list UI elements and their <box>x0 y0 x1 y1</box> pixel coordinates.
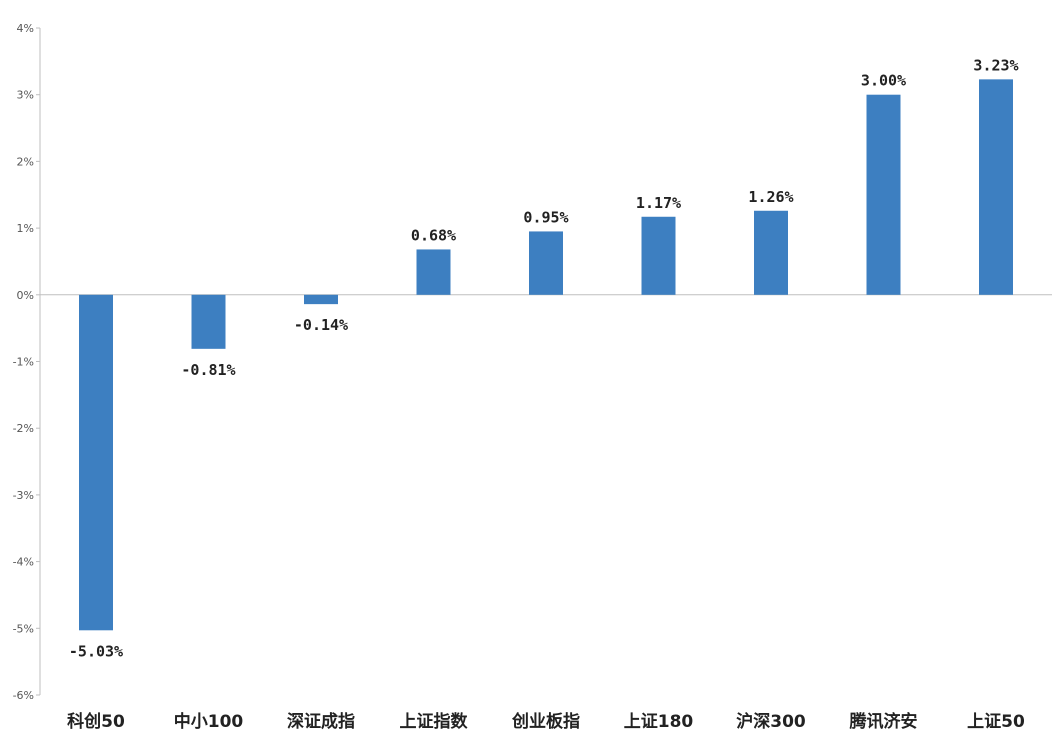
bar <box>754 210 788 295</box>
x-category-label: 创业板指 <box>511 711 580 732</box>
y-tick-label: -1% <box>13 356 34 369</box>
bar <box>641 216 676 295</box>
x-category-label: 上证180 <box>624 712 694 732</box>
category-labels: 科创50 中小100 深证成指 上证指数 创业板指 上证180 沪深300 腾讯济安 上证50 <box>67 711 1025 732</box>
x-category-label: 科创50 <box>67 711 125 732</box>
data-label: 1.26% <box>748 188 793 206</box>
bar <box>979 79 1013 295</box>
bar <box>304 294 338 305</box>
x-category-label: 深证成指 <box>287 711 355 732</box>
x-category-label: 沪深300 <box>736 711 806 732</box>
y-tick-label: 2% <box>17 155 34 168</box>
data-label: 3.23% <box>973 56 1018 74</box>
bar <box>866 94 901 295</box>
data-label: -0.14% <box>294 316 348 334</box>
y-tick-label: -5% <box>13 622 34 635</box>
y-tick-label: 1% <box>17 222 34 235</box>
x-category-label: 腾讯济安 <box>850 711 918 732</box>
x-category-label: 中小100 <box>174 711 244 732</box>
data-label: 0.95% <box>523 208 568 226</box>
data-labels: -5.03% -0.81% -0.14% 0.68% 0.95% 1.17% 1.26% 3.… <box>69 56 1019 660</box>
bar <box>191 294 226 349</box>
data-label: 1.17% <box>636 194 681 212</box>
y-tick-label: -3% <box>13 489 34 502</box>
data-label: 0.68% <box>411 226 456 244</box>
y-tick-label: -6% <box>13 689 34 702</box>
bar <box>529 231 563 295</box>
x-category-label: 上证50 <box>967 712 1025 732</box>
bar <box>416 249 451 295</box>
y-tick-label: 3% <box>17 89 34 102</box>
y-tick-label: -4% <box>13 556 34 569</box>
data-label: -0.81% <box>181 361 235 379</box>
y-tick-label: 4% <box>17 22 34 35</box>
bar <box>79 294 113 631</box>
bars <box>79 79 1013 631</box>
x-category-label: 上证指数 <box>400 711 469 732</box>
data-label: 3.00% <box>861 72 906 90</box>
y-tick-label: 0% <box>17 289 34 302</box>
y-tick-labels: 4% 3% 2% 1% 0% -1% -2% -3% -4% -5% -6% <box>13 22 40 702</box>
data-label: -5.03% <box>69 642 123 660</box>
y-tick-label: -2% <box>13 422 34 435</box>
